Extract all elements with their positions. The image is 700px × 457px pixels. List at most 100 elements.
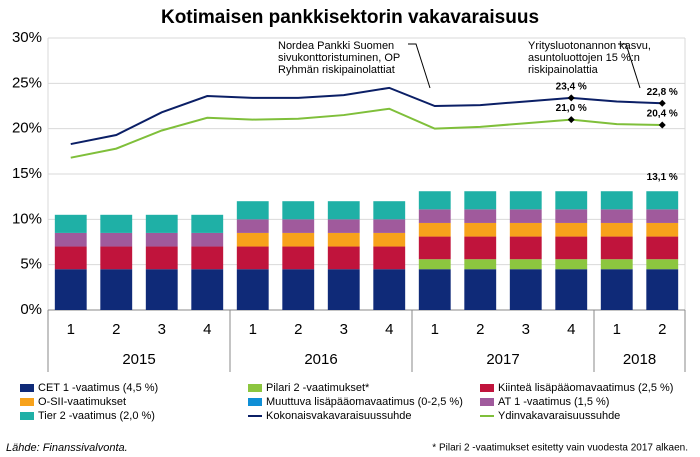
value-label: 23,4 %: [556, 81, 587, 92]
bar-segment: [236, 219, 269, 233]
bar-segment: [145, 269, 178, 310]
line-marker: [658, 121, 666, 129]
x-tick-label: 3: [158, 321, 166, 338]
legend-label: CET 1 -vaatimus (4,5 %): [38, 382, 158, 394]
legend-swatch: [20, 384, 34, 392]
value-label: 22,8 %: [647, 87, 678, 98]
x-tick-label: 2: [658, 321, 666, 338]
y-tick-label: 10%: [12, 210, 42, 227]
bar-segment: [282, 219, 315, 233]
bar-segment: [282, 246, 315, 270]
bar-segment: [373, 201, 406, 220]
x-tick-label: 3: [522, 321, 530, 338]
x-tick-label: 2: [294, 321, 302, 338]
x-tick-label: 3: [340, 321, 348, 338]
bar-segment: [600, 259, 633, 270]
bar-segment: [145, 214, 178, 233]
value-label: 20,4 %: [647, 109, 678, 120]
bar-segment: [555, 236, 588, 260]
x-group-label: 2017: [486, 351, 519, 368]
bar-segment: [509, 209, 542, 223]
bar-segment: [509, 269, 542, 310]
bar-segment: [464, 209, 497, 223]
bar-segment: [646, 236, 679, 260]
bar-segment: [282, 201, 315, 220]
bar-segment: [464, 269, 497, 310]
legend-label: Kokonaisvakavaraisuussuhde: [266, 410, 412, 422]
x-tick-label: 2: [476, 321, 484, 338]
bar-segment: [646, 259, 679, 270]
x-group-label: 2015: [122, 351, 155, 368]
bar-segment: [191, 214, 224, 233]
x-group-label: 2018: [623, 351, 656, 368]
x-tick-label: 4: [203, 321, 211, 338]
bar-segment: [327, 232, 360, 247]
legend-label: O-SII-vaatimukset: [38, 396, 126, 408]
x-tick-label: 2: [112, 321, 120, 338]
annotation-text: Ryhmän riskipainolattiat: [278, 64, 395, 76]
legend-label: Ydinvakavaraisuussuhde: [498, 410, 620, 422]
bar-segment: [373, 232, 406, 247]
bar-segment: [100, 246, 133, 270]
x-tick-label: 1: [67, 321, 75, 338]
y-tick-label: 20%: [12, 120, 42, 137]
bar-segment: [191, 246, 224, 270]
bar-segment: [600, 269, 633, 310]
legend-label: AT 1 -vaatimus (1,5 %): [498, 396, 609, 408]
bar-segment: [464, 236, 497, 260]
legend-swatch: [248, 398, 262, 406]
bar-segment: [236, 246, 269, 270]
y-tick-label: 15%: [12, 165, 42, 182]
bar-segment: [509, 259, 542, 270]
bar-segment: [418, 222, 451, 237]
bar-segment: [100, 269, 133, 310]
bar-segment: [646, 209, 679, 223]
bar-segment: [373, 246, 406, 270]
bar-segment: [600, 222, 633, 237]
bar-segment: [418, 259, 451, 270]
bar-segment: [509, 236, 542, 260]
bar-segment: [100, 214, 133, 233]
bar-segment: [236, 201, 269, 220]
bar-segment: [327, 201, 360, 220]
bar-segment: [327, 246, 360, 270]
bar-segment: [646, 269, 679, 310]
bar-segment: [509, 222, 542, 237]
bar-segment: [191, 232, 224, 247]
annotation-text: sivukonttoristuminen, OP: [278, 52, 400, 64]
value-label: 21,0 %: [556, 103, 587, 114]
bar-segment: [54, 246, 87, 270]
bar-segment: [646, 191, 679, 210]
footnote: * Pilari 2 -vaatimukset esitetty vain vu…: [432, 443, 688, 454]
annotation-leader: [408, 43, 431, 89]
bar-segment: [555, 191, 588, 210]
annotation-text: asuntoluottojen 15 %:n: [528, 52, 640, 64]
legend-swatch: [20, 412, 34, 420]
annotation-text: Yritysluotonannon kasvu,: [528, 40, 651, 52]
bar-segment: [54, 214, 87, 233]
source: Lähde: Finanssivalvonta.: [6, 442, 128, 454]
y-tick-label: 0%: [20, 301, 42, 318]
y-tick-label: 25%: [12, 74, 42, 91]
x-tick-label: 1: [249, 321, 257, 338]
bar-total-label: 13,1 %: [647, 172, 678, 183]
x-tick-label: 1: [613, 321, 621, 338]
bar-segment: [236, 269, 269, 310]
bar-segment: [464, 259, 497, 270]
line-marker: [567, 116, 575, 124]
bar-segment: [509, 191, 542, 210]
legend-label: Tier 2 -vaatimus (2,0 %): [38, 410, 155, 422]
bar-segment: [100, 232, 133, 247]
bar-segment: [464, 222, 497, 237]
bar-segment: [418, 209, 451, 223]
chart-title: Kotimaisen pankkisektorin vakavaraisuus: [161, 7, 539, 28]
bar-segment: [600, 236, 633, 260]
bar-segment: [54, 269, 87, 310]
legend-swatch: [248, 384, 262, 392]
bar-segment: [646, 222, 679, 237]
y-tick-label: 30%: [12, 29, 42, 46]
bar-segment: [282, 269, 315, 310]
bar-segment: [236, 232, 269, 247]
x-tick-label: 1: [431, 321, 439, 338]
